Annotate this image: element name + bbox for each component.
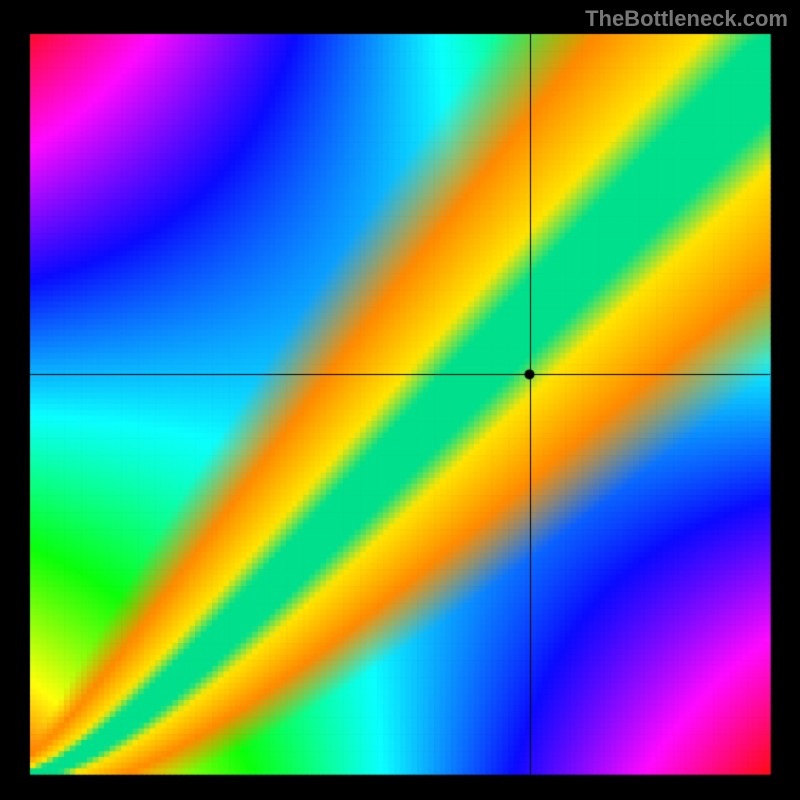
bottleneck-heatmap	[0, 0, 800, 800]
chart-container: TheBottleneck.com	[0, 0, 800, 800]
watermark-text: TheBottleneck.com	[585, 6, 788, 32]
